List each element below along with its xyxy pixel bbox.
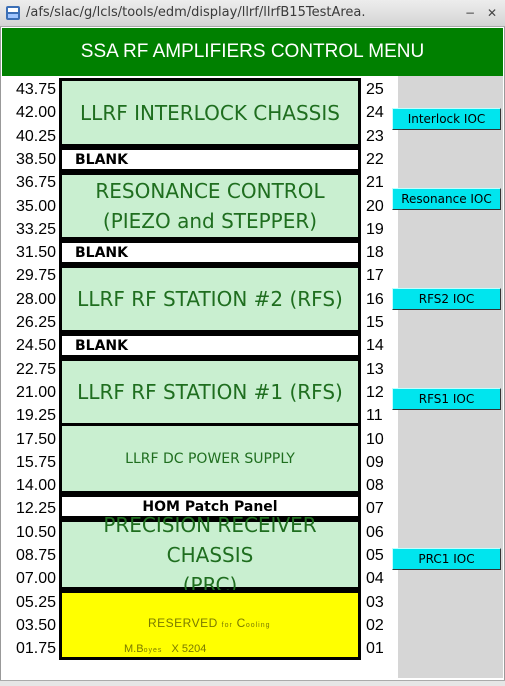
right-scale-unit: 01 bbox=[366, 640, 384, 658]
right-scale-unit: 25 bbox=[366, 81, 384, 98]
reserved-cooling-rest: ooling bbox=[245, 622, 271, 629]
right-scale-unit: 13 bbox=[366, 360, 384, 378]
blank-panel-2: BLANK bbox=[59, 240, 361, 265]
right-scale-unit: 05 bbox=[366, 547, 384, 564]
left-scale-value: 35.00 bbox=[15, 197, 56, 215]
right-scale-unit: 03 bbox=[366, 593, 384, 611]
reserved-cooling-initial: C bbox=[236, 616, 246, 630]
right-scale-unit: 07 bbox=[366, 500, 384, 518]
blank-panel-3: BLANK bbox=[59, 333, 361, 358]
right-scale-unit: 21 bbox=[366, 174, 384, 192]
right-scale-unit: 16 bbox=[366, 290, 384, 308]
left-scale-value: 03.50 bbox=[15, 616, 56, 634]
left-scale-value: 22.75 bbox=[15, 360, 56, 378]
left-scale-value: 14.00 bbox=[15, 477, 56, 495]
blank-panel-3-label: BLANK bbox=[75, 337, 128, 354]
right-scale-unit: 08 bbox=[366, 477, 384, 495]
blank-panel-1: BLANK bbox=[59, 147, 361, 172]
blank-panel-1-label: BLANK bbox=[75, 151, 128, 168]
left-scale-value: 42.00 bbox=[15, 104, 56, 122]
contact-surname-rest: oyes bbox=[143, 647, 163, 654]
left-scale-value: 33.25 bbox=[15, 220, 56, 238]
dc-power-supply-label: LLRF DC POWER SUPPLY bbox=[125, 450, 295, 467]
left-scale-value: 19.25 bbox=[15, 407, 56, 425]
left-scale-value: 17.50 bbox=[15, 430, 56, 448]
window-titlebar[interactable]: /afs/slac/g/lcls/tools/edm/display/llrf/… bbox=[0, 0, 505, 27]
reserved-word: RESERVED bbox=[148, 616, 218, 630]
right-scale-unit: 02 bbox=[366, 616, 384, 634]
left-scale-value: 12.25 bbox=[15, 500, 56, 518]
left-scale-value: 43.75 bbox=[15, 81, 56, 98]
reserved-contact: M.Boyes X 5204 bbox=[124, 643, 206, 655]
page-title: SSA RF AMPLIFIERS CONTROL MENU bbox=[2, 28, 503, 76]
window-title: /afs/slac/g/lcls/tools/edm/display/llrf/… bbox=[26, 5, 366, 20]
right-scale-unit: 19 bbox=[366, 220, 384, 238]
resonance-control-label: RESONANCE CONTROL bbox=[95, 179, 325, 203]
reserved-label: RESERVED for Cooling bbox=[148, 616, 271, 630]
resonance-ioc-button[interactable]: Resonance IOC bbox=[392, 188, 501, 210]
right-scale-unit: 23 bbox=[366, 127, 384, 145]
left-scale-value: 29.75 bbox=[15, 267, 56, 285]
interlock-chassis-label: LLRF INTERLOCK CHASSIS bbox=[80, 100, 340, 125]
left-scale-value: 38.50 bbox=[15, 150, 56, 168]
right-scale-unit: 14 bbox=[366, 337, 384, 355]
right-scale-unit: 17 bbox=[366, 267, 384, 285]
rfs1-ioc-button[interactable]: RFS1 IOC bbox=[392, 388, 501, 410]
right-scale-unit: 06 bbox=[366, 523, 384, 541]
left-scale-value: 05.25 bbox=[15, 593, 56, 611]
app-icon bbox=[6, 6, 20, 20]
hom-patch-panel-slot: HOM Patch Panel bbox=[59, 494, 361, 519]
close-icon[interactable]: ✕ bbox=[486, 6, 498, 20]
left-scale-value: 08.75 bbox=[15, 547, 56, 564]
dc-power-supply-slot: LLRF DC POWER SUPPLY bbox=[59, 426, 361, 494]
rf-station-2-slot: LLRF RF STATION #2 (RFS) bbox=[59, 265, 361, 333]
button-panel bbox=[398, 76, 503, 678]
right-scale-unit: 11 bbox=[366, 407, 383, 425]
hom-patch-panel-label: HOM Patch Panel bbox=[142, 498, 278, 515]
right-scale-unit: 15 bbox=[366, 314, 384, 331]
right-scale-unit: 20 bbox=[366, 197, 384, 215]
contact-initial: M.B bbox=[124, 643, 144, 655]
left-scale-value: 07.00 bbox=[15, 570, 56, 588]
rf-station-1-label: LLRF RF STATION #1 (RFS) bbox=[77, 380, 343, 404]
interlock-chassis-slot: LLRF INTERLOCK CHASSIS bbox=[59, 78, 361, 147]
right-scale-unit: 18 bbox=[366, 244, 384, 262]
rf-station-1-slot: LLRF RF STATION #1 (RFS) bbox=[59, 358, 361, 426]
reserved-slot bbox=[59, 590, 361, 660]
interlock-ioc-button[interactable]: Interlock IOC bbox=[392, 108, 501, 130]
precision-receiver-slot: PRECISION RECEIVER CHASSIS (PRC) bbox=[59, 513, 361, 597]
left-scale-value: 40.25 bbox=[15, 127, 56, 145]
minimize-icon[interactable]: − bbox=[464, 6, 476, 20]
left-scale-value: 21.00 bbox=[15, 383, 56, 401]
right-scale-unit: 09 bbox=[366, 453, 384, 471]
right-scale-unit: 22 bbox=[366, 150, 384, 168]
right-scale-unit: 04 bbox=[366, 570, 384, 588]
right-scale-unit: 12 bbox=[366, 383, 384, 401]
left-scale-value: 24.50 bbox=[15, 337, 56, 355]
resonance-control-slot: RESONANCE CONTROL (PIEZO and STEPPER) bbox=[59, 172, 361, 240]
precision-receiver-label: PRECISION RECEIVER CHASSIS bbox=[103, 512, 317, 567]
right-scale-unit: 10 bbox=[366, 430, 384, 448]
left-scale-value: 26.25 bbox=[15, 314, 56, 331]
resonance-control-sublabel: (PIEZO and STEPPER) bbox=[102, 209, 318, 233]
rfs2-ioc-button[interactable]: RFS2 IOC bbox=[392, 288, 501, 310]
left-scale-value: 31.50 bbox=[15, 244, 56, 262]
left-scale-value: 15.75 bbox=[15, 453, 56, 471]
left-scale-value: 28.00 bbox=[15, 290, 56, 308]
contact-extension: X 5204 bbox=[171, 643, 207, 655]
left-scale-value: 36.75 bbox=[15, 174, 56, 192]
window-bottom-edge bbox=[0, 680, 505, 686]
reserved-for-word: for bbox=[221, 622, 233, 629]
left-scale-value: 01.75 bbox=[15, 640, 56, 658]
left-scale-value: 10.50 bbox=[15, 523, 56, 541]
rf-station-2-label: LLRF RF STATION #2 (RFS) bbox=[77, 287, 343, 311]
right-scale-unit: 24 bbox=[366, 104, 384, 122]
prc1-ioc-button[interactable]: PRC1 IOC bbox=[392, 548, 501, 570]
blank-panel-2-label: BLANK bbox=[75, 244, 128, 261]
